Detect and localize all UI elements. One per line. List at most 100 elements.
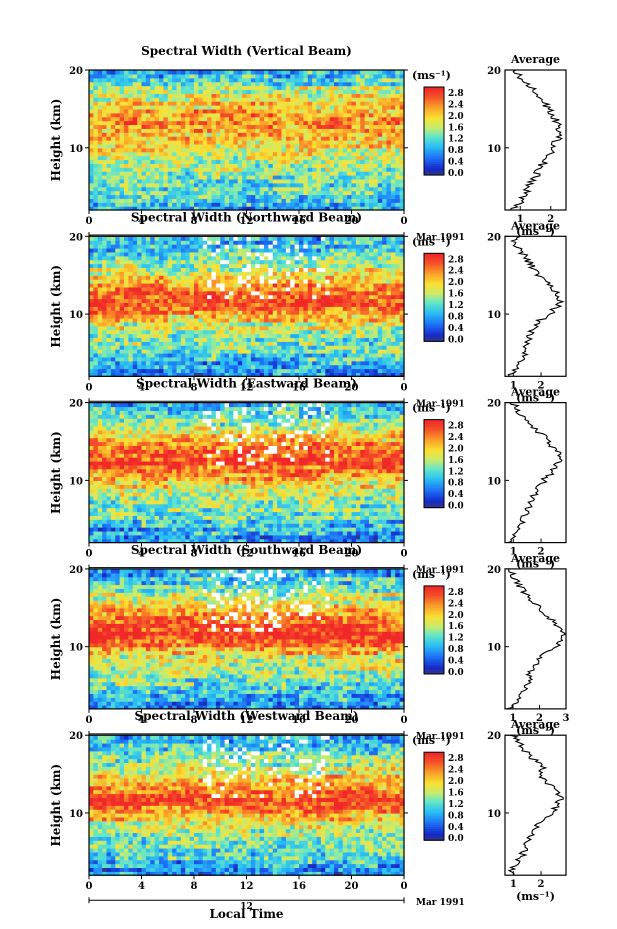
heatmap-cell [382, 171, 388, 176]
heatmap-cell [360, 286, 366, 292]
heatmap-cell [110, 275, 116, 280]
heatmap-cell [329, 151, 335, 157]
heatmap-cell [137, 267, 143, 272]
heatmap-cell [167, 314, 173, 319]
heatmap-cell [334, 356, 339, 362]
heatmap-cell [106, 345, 112, 350]
heatmap-cell [268, 97, 274, 102]
heatmap-cell [89, 360, 94, 366]
heatmap-cell [220, 93, 226, 98]
heatmap-cell [316, 356, 322, 362]
heatmap-cell [124, 352, 129, 358]
heatmap-cell [194, 364, 199, 370]
heatmap-cell [141, 105, 147, 110]
heatmap-cell [176, 279, 182, 284]
heatmap-cell [351, 333, 357, 339]
heatmap-cell [220, 298, 226, 304]
heatmap-cell [272, 202, 278, 207]
heatmap-cell [176, 302, 182, 307]
heatmap-cell [338, 89, 344, 94]
heatmap-cell [145, 93, 151, 98]
heatmap-cell [237, 93, 243, 98]
heatmap-cell [202, 329, 208, 335]
heatmap-cell [364, 97, 370, 102]
heatmap-cell [159, 364, 164, 370]
heatmap-cell [233, 70, 239, 75]
heatmap-cell [102, 93, 108, 98]
heatmap-cell [285, 128, 291, 133]
heatmap-cell [237, 356, 243, 362]
heatmap-cell [320, 314, 326, 319]
heatmap-cell [320, 372, 326, 377]
heatmap-cell [395, 251, 401, 257]
heatmap-cell [281, 321, 287, 327]
heatmap-cell [255, 105, 261, 110]
heatmap-cell [194, 356, 199, 362]
heatmap-cell [395, 275, 401, 280]
heatmap-cell [102, 259, 108, 265]
heatmap-cell [233, 77, 239, 83]
heatmap-cell [373, 202, 379, 207]
heatmap-cell [386, 147, 392, 153]
heatmap-cell [163, 352, 169, 358]
panel-1: Spectral Width (Vertical Beam)2010Height… [49, 44, 567, 247]
heatmap-cell [145, 279, 151, 284]
heatmap-cell [386, 108, 392, 114]
heatmap-cell [382, 255, 388, 261]
heatmap-cell [360, 167, 366, 172]
heatmap-cell [294, 132, 300, 137]
heatmap-cell [141, 372, 147, 377]
heatmap-cell [202, 360, 208, 366]
heatmap-cell [303, 282, 309, 288]
heatmap-cell [159, 321, 164, 327]
heatmap-cell [386, 298, 392, 304]
heatmap-cell [242, 128, 248, 133]
heatmap-cell [320, 97, 326, 102]
heatmap-cell [141, 286, 147, 292]
heatmap-cell [93, 206, 99, 211]
heatmap-cell [198, 120, 204, 126]
heatmap-cell [110, 341, 116, 346]
heatmap-cell [159, 194, 164, 199]
heatmap-cell [194, 77, 199, 83]
heatmap-cell [303, 128, 309, 133]
heatmap-cell [329, 360, 335, 366]
heatmap-cell [237, 372, 243, 377]
heatmap-cell [399, 290, 405, 296]
heatmap-cell [347, 372, 353, 377]
heatmap-cell [97, 345, 103, 350]
heatmap-cell [360, 77, 366, 83]
heatmap-cell [395, 101, 401, 106]
heatmap-cell [185, 251, 191, 257]
heatmap-cell [163, 182, 169, 188]
heatmap-cell [259, 310, 265, 315]
heatmap-cell [189, 255, 195, 261]
heatmap-cell [307, 175, 313, 180]
heatmap-cell [115, 329, 121, 335]
heatmap-cell [224, 372, 230, 377]
heatmap-cell [163, 206, 169, 211]
heatmap-cell [128, 136, 134, 141]
heatmap-cell [229, 143, 234, 149]
heatmap-cell [110, 290, 116, 296]
heatmap-cell [281, 368, 287, 374]
heatmap-cell [316, 302, 322, 307]
heatmap-cell [141, 263, 147, 269]
heatmap-cell [351, 167, 357, 172]
heatmap-cell [281, 190, 287, 196]
heatmap-cell [390, 356, 396, 362]
heatmap-cell [242, 333, 248, 339]
heatmap-cell [390, 159, 396, 164]
heatmap-cell [176, 306, 182, 311]
heatmap-cell [360, 198, 366, 203]
heatmap-cell [342, 143, 348, 149]
heatmap-cell [377, 286, 383, 292]
heatmap-cell [145, 151, 151, 157]
heatmap-cell [342, 360, 348, 366]
heatmap-cell [277, 306, 283, 311]
heatmap-cell [255, 349, 261, 354]
heatmap-cell [154, 372, 160, 377]
heatmap-cell [119, 163, 125, 168]
heatmap-cell [268, 263, 274, 269]
heatmap-cell [211, 89, 217, 94]
